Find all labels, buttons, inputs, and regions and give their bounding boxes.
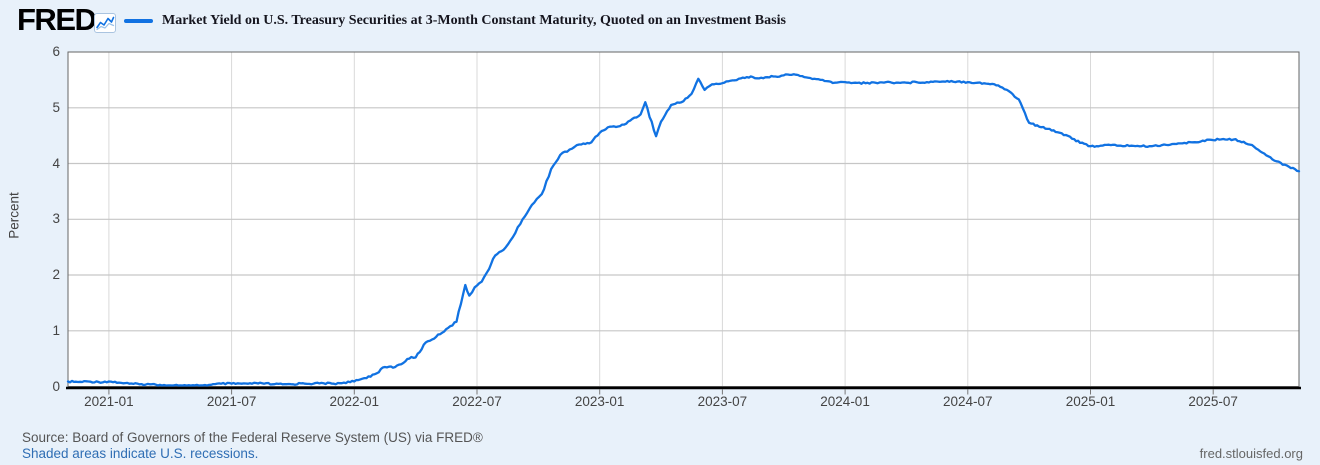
y-tick-label: 2 bbox=[52, 267, 60, 282]
x-tick-label: 2023-07 bbox=[697, 394, 748, 409]
fred-sparkline-icon bbox=[94, 13, 116, 33]
y-tick-label: 6 bbox=[52, 44, 60, 59]
recession-note-link[interactable]: Shaded areas indicate U.S. recessions. bbox=[22, 446, 259, 461]
legend-line-swatch bbox=[124, 19, 153, 23]
x-tick-label: 2021-01 bbox=[84, 394, 134, 409]
x-tick-label: 2021-07 bbox=[206, 394, 257, 409]
y-tick-label: 3 bbox=[52, 211, 60, 227]
x-tick-label: 2022-07 bbox=[452, 394, 502, 409]
x-tick-label: 2025-07 bbox=[1188, 394, 1238, 409]
y-tick-label: 1 bbox=[52, 322, 60, 338]
fred-logo-text: FRED bbox=[17, 2, 97, 37]
x-tick-label: 2024-07 bbox=[942, 394, 993, 409]
chart-legend: Market Yield on U.S. Treasury Securities… bbox=[124, 13, 786, 29]
y-tick-label: 4 bbox=[52, 155, 60, 171]
x-tick-label: 2023-01 bbox=[574, 394, 625, 409]
x-tick-label: 2025-01 bbox=[1065, 394, 1116, 409]
source-note: Source: Board of Governors of the Federa… bbox=[22, 430, 483, 445]
fred-logo: FRED® bbox=[17, 2, 103, 38]
x-tick-label: 2024-01 bbox=[820, 394, 870, 409]
y-tick-label: 0 bbox=[52, 378, 60, 394]
fred-site-url[interactable]: fred.stlouisfed.org bbox=[1199, 446, 1303, 461]
series-title: Market Yield on U.S. Treasury Securities… bbox=[162, 13, 786, 28]
x-tick-label: 2022-01 bbox=[329, 394, 380, 409]
y-tick-label: 5 bbox=[52, 99, 60, 115]
